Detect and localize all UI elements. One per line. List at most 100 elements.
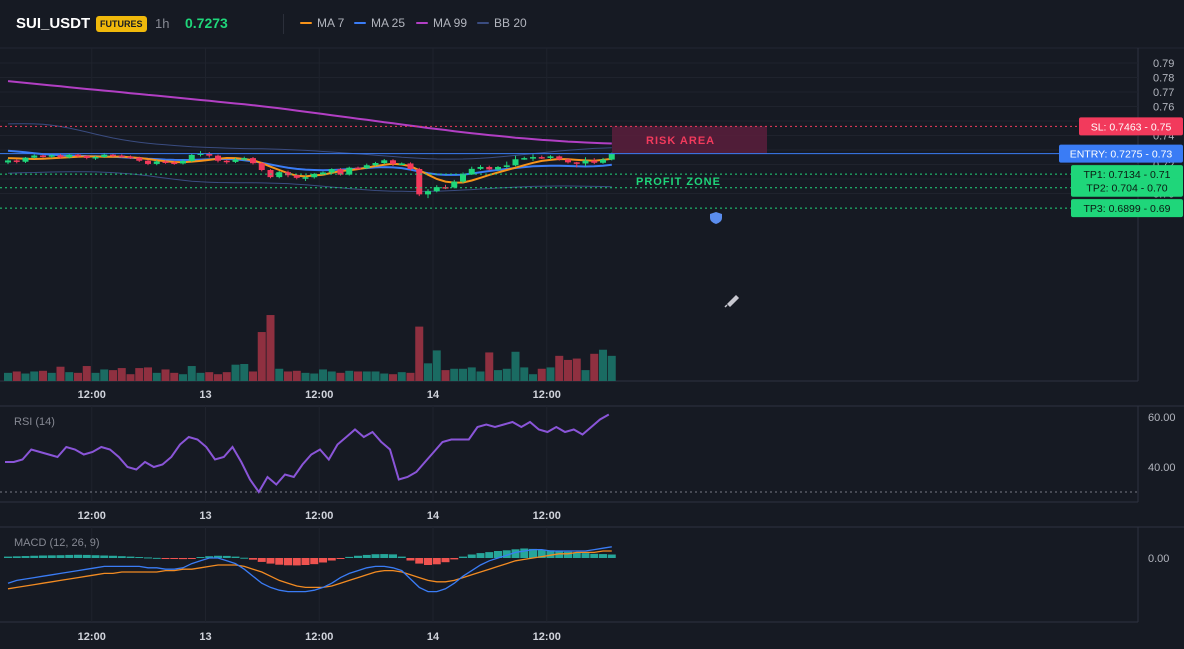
volume-bar xyxy=(30,371,39,381)
volume-bar xyxy=(257,332,266,381)
legend-ma99-label: MA 99 xyxy=(433,16,468,30)
level-label: TP1: 0.7134 - 0.71 xyxy=(1084,169,1171,181)
symbol-name[interactable]: SUI_USDT xyxy=(16,15,91,32)
time-tick-label: 12:00 xyxy=(78,510,106,522)
volume-bar xyxy=(205,372,214,381)
candle-body xyxy=(83,155,90,158)
macd-histogram-bar xyxy=(529,548,537,558)
bollinger-bands xyxy=(7,123,612,192)
candle-body xyxy=(188,154,195,162)
macd-histogram-bar xyxy=(319,558,327,563)
candle-body xyxy=(328,169,335,173)
macd-histogram-bar xyxy=(21,556,30,558)
grid-lines xyxy=(0,47,1184,623)
rocket-icon xyxy=(724,294,740,308)
time-tick-label: 13 xyxy=(199,631,211,643)
legend-ma7[interactable]: MA 7 xyxy=(300,16,344,30)
rsi-line xyxy=(5,413,610,494)
candle-body xyxy=(197,153,204,155)
candle-body xyxy=(346,167,353,175)
candle-body xyxy=(425,191,431,195)
candle-body xyxy=(250,158,256,164)
volume-bar xyxy=(450,368,459,381)
volume-bar xyxy=(371,371,380,381)
time-tick-label: 12:00 xyxy=(305,389,333,401)
volume-bar xyxy=(397,372,406,381)
level-tag xyxy=(1059,144,1183,163)
volume-bar xyxy=(39,370,47,381)
candle-body xyxy=(110,154,116,157)
ma7-line xyxy=(7,155,612,184)
time-tick-label: 13 xyxy=(199,510,211,522)
volume-bar xyxy=(196,372,205,381)
volume-bar xyxy=(179,374,187,381)
volume-bar xyxy=(599,349,607,381)
macd-histogram-bar xyxy=(284,558,292,566)
volume-bar xyxy=(275,368,284,381)
macd-histogram-bar xyxy=(581,553,590,558)
candle-body xyxy=(180,161,186,164)
candle-body xyxy=(460,174,466,182)
volume-bars xyxy=(4,315,616,381)
candle-body xyxy=(600,159,606,163)
volume-bar xyxy=(494,370,502,381)
price-tick-label: 0.77 xyxy=(1153,87,1174,99)
macd-histogram-bar xyxy=(56,555,65,558)
time-tick-label: 14 xyxy=(427,389,440,401)
volume-bar xyxy=(100,369,109,381)
volume-bar xyxy=(572,358,581,381)
macd-histogram-bar xyxy=(511,549,520,558)
macd-histogram-bar xyxy=(74,554,82,558)
legend-ma7-label: MA 7 xyxy=(317,16,345,30)
macd-histogram-bar xyxy=(397,556,406,558)
candle-body xyxy=(477,166,484,169)
risk-area-label: RISK AREA xyxy=(646,135,715,147)
trade-zones: RISK AREA PROFIT ZONE xyxy=(612,126,767,308)
macd-histogram-bar xyxy=(266,558,275,564)
candle-body xyxy=(547,156,554,158)
volume-bar xyxy=(135,368,144,381)
candle-body xyxy=(521,158,528,160)
volume-bar xyxy=(564,359,572,381)
volume-bar xyxy=(319,369,327,381)
volume-bar xyxy=(502,368,511,381)
macd-histogram-bar xyxy=(205,556,214,558)
legend-ma25[interactable]: MA 25 xyxy=(354,16,405,30)
rsi-panel: RSI (14) 60.00 40.00 xyxy=(0,412,1176,494)
volume-bar xyxy=(74,372,82,381)
volume-bar xyxy=(441,370,450,381)
macd-histogram-bar xyxy=(564,551,572,558)
volume-bar xyxy=(152,372,161,381)
candle-body xyxy=(320,172,326,174)
time-tick-label: 12:00 xyxy=(533,389,561,401)
candle-body xyxy=(13,160,20,162)
macd-histogram-bar xyxy=(599,554,607,558)
volume-bar xyxy=(65,372,74,381)
legend-bb20[interactable]: BB 20 xyxy=(477,16,527,30)
volume-bar xyxy=(529,374,537,381)
macd-histogram-bar xyxy=(476,553,485,558)
macd-histogram-bar xyxy=(196,557,205,559)
macd-histogram-bar xyxy=(109,555,117,558)
macd-histogram-bar xyxy=(100,555,109,558)
rsi-tick-label: 60.00 xyxy=(1148,412,1176,424)
macd-title: MACD (12, 26, 9) xyxy=(14,537,100,549)
time-tick-label: 12:00 xyxy=(305,510,333,522)
volume-bar xyxy=(467,367,476,381)
macd-histogram-bar xyxy=(371,554,380,558)
macd-histogram-bar xyxy=(380,554,389,558)
macd-histogram-bar xyxy=(257,558,266,562)
candle-body xyxy=(5,160,11,163)
macd-histogram-bar xyxy=(4,556,12,558)
macd-histogram-bar xyxy=(572,552,581,558)
candle-body xyxy=(311,173,318,178)
volume-bar xyxy=(144,367,152,381)
legend-ma99[interactable]: MA 99 xyxy=(416,16,467,30)
rsi-title: RSI (14) xyxy=(14,416,55,428)
volume-bar xyxy=(406,372,415,381)
macd-histogram-bar xyxy=(537,549,546,558)
timeframe-selector[interactable]: 1h xyxy=(155,16,170,31)
level-tag xyxy=(1079,117,1183,136)
macd-histogram-bar xyxy=(152,557,161,559)
